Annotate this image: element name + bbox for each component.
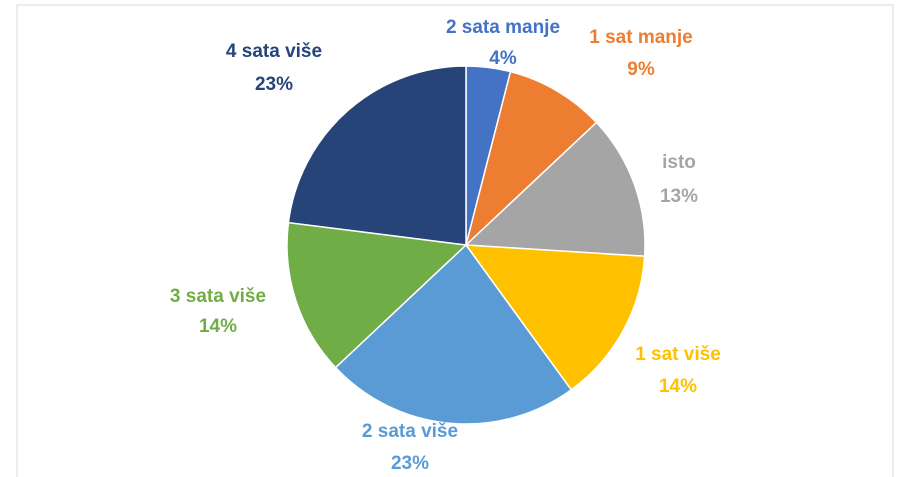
pie-slice [464,244,646,391]
pie-slice [287,65,467,246]
slice-value-label: 4% [489,48,517,69]
pie-slice [286,221,468,369]
slice-label: 2 sata više [362,421,458,442]
slice-value-label: 9% [627,59,655,80]
slice-label: 1 sat više [635,344,721,365]
slice-value-label: 23% [255,74,293,95]
slice-label: 3 sata više [170,286,266,307]
slice-value-label: 23% [391,453,429,474]
slice-label: 1 sat manje [589,27,693,48]
chart-border [16,4,894,477]
pie-slice [334,243,573,425]
slice-label: isto [662,152,696,173]
slice-value-label: 14% [199,316,237,337]
slice-value-label: 14% [659,376,697,397]
slice-label: 2 sata manje [446,17,560,38]
slice-value-label: 13% [660,186,698,207]
pie-slice [464,121,646,258]
slice-label: 4 sata više [226,41,322,62]
pie-slice [464,70,598,248]
